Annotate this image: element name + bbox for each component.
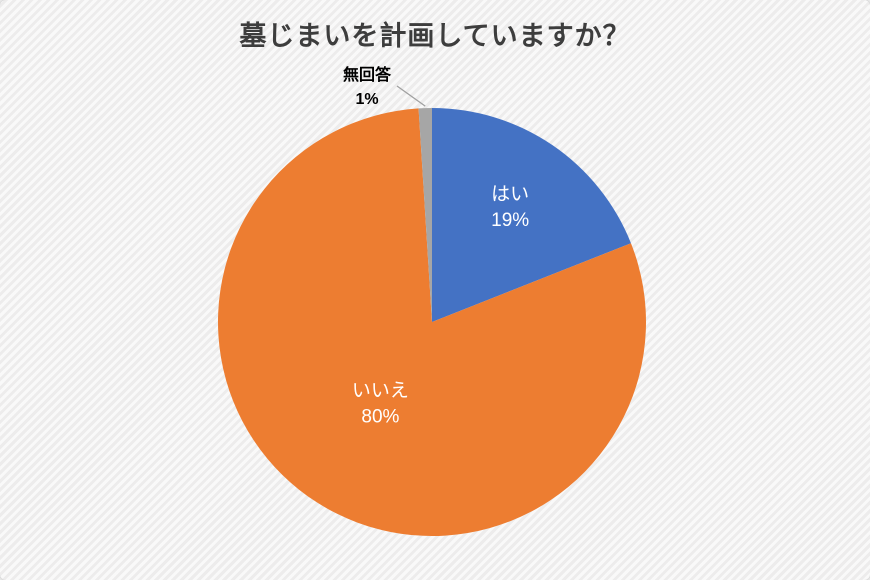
pie-slice-1 xyxy=(217,108,646,536)
chart-title: 墓じまいを計画していますか？ xyxy=(239,21,631,51)
data-label-1: いいえ 80% xyxy=(352,380,409,427)
data-label-2: 無回答 1% xyxy=(343,65,392,108)
data-label-0: はい 19% xyxy=(491,184,529,231)
leader-line-2 xyxy=(396,85,426,107)
pie-slice-2 xyxy=(418,107,432,322)
pie-slice-0 xyxy=(432,108,631,322)
